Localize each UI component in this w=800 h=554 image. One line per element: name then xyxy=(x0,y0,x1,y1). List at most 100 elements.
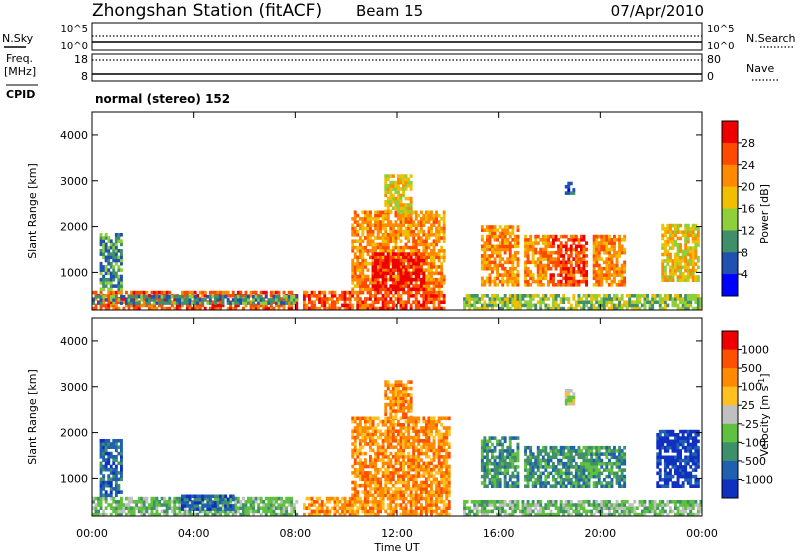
velocity-panel-pixel xyxy=(488,500,492,504)
power-panel-pixel xyxy=(404,180,408,185)
power-panel-pixel xyxy=(379,252,383,256)
power-panel-pixel xyxy=(529,303,533,308)
velocity-panel-pixel xyxy=(379,448,383,453)
power-panel-pixel xyxy=(544,234,548,239)
velocity-panel-pixel xyxy=(412,493,416,498)
velocity-panel-pixel xyxy=(389,409,393,413)
power-panel-pixel xyxy=(386,236,390,240)
velocity-panel-pixel xyxy=(524,512,527,517)
power-panel-pixel xyxy=(356,255,360,260)
power-panel-pixel xyxy=(214,301,217,305)
power-panel-pixel xyxy=(651,294,655,298)
velocity-panel-pixel xyxy=(425,509,428,514)
velocity-panel-pixel xyxy=(562,506,566,510)
velocity-panel-pixel xyxy=(516,503,520,507)
velocity-panel-pixel xyxy=(447,451,451,456)
velocity-panel-pixel xyxy=(181,494,184,499)
power-panel-pixel xyxy=(94,290,98,295)
velocity-panel-pixel xyxy=(102,451,106,456)
velocity-panel-pixel xyxy=(407,480,411,485)
power-panel-pixel xyxy=(613,238,616,242)
power-panel-pixel xyxy=(503,270,507,274)
velocity-panel-pixel xyxy=(371,464,375,469)
power-panel-pixel xyxy=(562,270,566,274)
power-panel-pixel xyxy=(394,303,398,308)
power-panel-pixel xyxy=(414,242,418,247)
velocity-panel-pixel xyxy=(97,496,100,501)
power-panel-pixel xyxy=(381,261,385,266)
power-panel-pixel xyxy=(595,297,599,301)
velocity-panel-pixel xyxy=(445,451,449,456)
velocity-panel-pixel xyxy=(407,455,411,459)
velocity-panel-pixel xyxy=(186,504,189,508)
velocity-panel-pixel xyxy=(374,429,377,433)
power-panel-pixel xyxy=(374,236,377,240)
power-panel-pixel xyxy=(524,273,527,277)
velocity-panel-pixel xyxy=(99,480,103,485)
velocity-panel-pixel xyxy=(224,509,228,514)
power-panel-pixel xyxy=(389,200,393,204)
power-panel-pixel xyxy=(524,303,527,308)
power-panel-pixel xyxy=(503,279,507,284)
power-panel-pixel xyxy=(625,294,629,298)
power-panel-pixel xyxy=(399,245,403,250)
velocity-panel-pixel xyxy=(107,458,111,462)
power-panel-pixel xyxy=(402,274,405,279)
velocity-panel-pixel xyxy=(188,512,192,517)
power-panel-pixel xyxy=(366,229,370,234)
power-panel-pixel xyxy=(694,275,698,279)
power-panel-pixel xyxy=(580,273,583,277)
velocity-panel-pixel xyxy=(358,500,362,504)
velocity-panel-pixel xyxy=(262,506,266,510)
velocity-panel-pixel xyxy=(422,483,426,488)
power-panel-pixel xyxy=(361,217,365,221)
power-panel-pixel xyxy=(374,210,377,215)
power-panel-pixel xyxy=(259,294,263,299)
velocity-panel-pixel xyxy=(407,419,411,424)
power-panel-pixel xyxy=(684,249,688,254)
velocity-panel-pixel xyxy=(231,507,235,511)
power-panel-pixel xyxy=(425,213,428,218)
velocity-panel-pixel xyxy=(404,474,408,478)
power-panel-pixel xyxy=(503,247,507,252)
velocity-panel-pixel xyxy=(394,480,398,485)
power-panel-pixel xyxy=(407,284,411,288)
power-panel-pixel xyxy=(181,303,184,308)
velocity-panel-pixel xyxy=(480,512,484,517)
velocity-panel-pixel xyxy=(120,503,123,507)
power-panel-pixel xyxy=(425,252,428,256)
velocity-panel-pixel xyxy=(104,467,108,472)
velocity-panel-pixel xyxy=(386,474,390,478)
power-panel-pixel xyxy=(430,249,433,253)
power-panel-pixel xyxy=(686,236,690,241)
power-panel-pixel xyxy=(618,273,621,277)
velocity-panel-pixel xyxy=(216,500,220,505)
power-panel-pixel xyxy=(102,236,106,240)
velocity-panel-pixel xyxy=(531,503,535,507)
power-panel-pixel xyxy=(493,238,497,242)
velocity-panel-pixel xyxy=(432,451,436,456)
power-panel-pixel xyxy=(262,298,266,302)
power-panel-pixel xyxy=(422,271,426,276)
power-panel-pixel xyxy=(549,306,553,311)
velocity-panel-pixel xyxy=(414,458,418,462)
power-panel-pixel xyxy=(361,281,365,285)
velocity-panel-pixel xyxy=(402,386,405,391)
velocity-panel-pixel xyxy=(402,477,405,482)
velocity-panel-pixel xyxy=(325,506,329,510)
power-panel-pixel xyxy=(549,254,553,258)
power-panel-pixel xyxy=(663,265,667,270)
velocity-panel-pixel xyxy=(366,480,370,485)
velocity-panel-pixel xyxy=(358,503,362,507)
power-panel-pixel xyxy=(582,306,586,311)
power-panel-pixel xyxy=(310,290,314,295)
power-panel-pixel xyxy=(620,273,624,277)
noise-tick-right-bottom: 10^0 xyxy=(707,41,734,52)
velocity-panel-pixel xyxy=(120,451,123,456)
power-panel-pixel xyxy=(376,217,380,221)
power-panel-pixel xyxy=(689,268,693,273)
velocity-panel-pixel xyxy=(211,507,215,511)
velocity-panel-pixel xyxy=(150,503,154,507)
velocity-panel-pixel xyxy=(364,503,367,507)
power-panel-pixel xyxy=(150,303,154,308)
